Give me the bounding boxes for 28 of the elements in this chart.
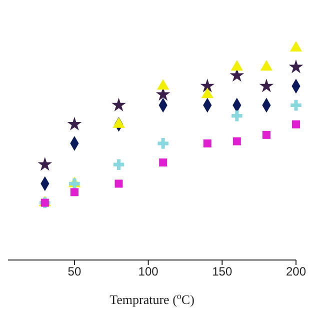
point [232, 110, 242, 122]
point [159, 158, 168, 166]
point [292, 120, 300, 128]
point [38, 157, 52, 171]
point [157, 79, 170, 90]
x-tick-label: 100 [138, 264, 159, 279]
point [262, 130, 270, 139]
point [259, 78, 274, 92]
point [230, 60, 243, 71]
point [200, 78, 215, 92]
x-tick-label: 200 [286, 264, 306, 279]
point [290, 40, 302, 52]
x-axis-title: Temprature ($^{o}$C) [110, 291, 194, 307]
point [112, 117, 125, 128]
point [112, 98, 126, 112]
point [290, 100, 302, 111]
x-tick-label: 50 [68, 264, 82, 279]
point [114, 180, 123, 188]
point [113, 159, 124, 170]
point [260, 60, 273, 71]
point [201, 88, 214, 98]
point [203, 139, 212, 148]
point [70, 188, 78, 196]
point [288, 60, 304, 74]
point [67, 116, 82, 130]
point [232, 137, 241, 146]
x-tick-label: 150 [212, 264, 232, 279]
point [158, 138, 168, 149]
